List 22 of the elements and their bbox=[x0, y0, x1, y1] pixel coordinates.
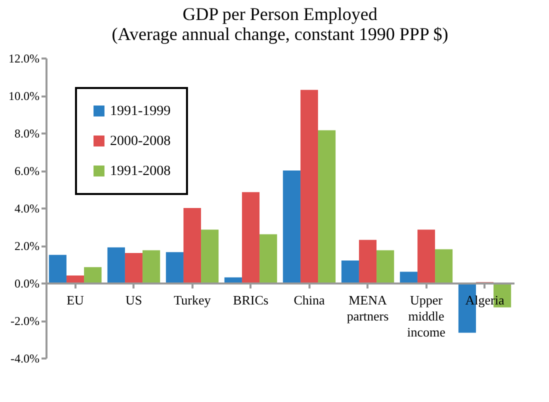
x-tick-label: MENA partners bbox=[346, 292, 389, 324]
y-tick-label: -2.0% bbox=[10, 314, 40, 328]
x-tick-label: Upper middle income bbox=[407, 292, 446, 340]
y-tick-label: 8.0% bbox=[14, 126, 40, 140]
y-tick-label: 2.0% bbox=[14, 239, 40, 253]
chart-subtitle: (Average annual change, constant 1990 PPP $) bbox=[112, 24, 448, 44]
x-tick-label: US bbox=[125, 292, 142, 308]
legend-label: 1991-1999 bbox=[110, 104, 171, 119]
y-tick-label: 0.0% bbox=[14, 276, 40, 290]
legend-label: 2000-2008 bbox=[110, 134, 171, 149]
legend-label: 1991-2008 bbox=[110, 164, 171, 179]
y-tick-label: 4.0% bbox=[14, 202, 40, 216]
y-tick-label: 12.0% bbox=[8, 52, 40, 66]
chart-title: GDP per Person Employed bbox=[182, 4, 378, 24]
y-tick-label: 6.0% bbox=[14, 164, 40, 178]
x-tick-label: Turkey bbox=[174, 292, 212, 308]
x-tick-label: BRICs bbox=[233, 292, 268, 308]
y-tick-label: 10.0% bbox=[8, 89, 40, 103]
x-tick-label: China bbox=[294, 292, 325, 308]
x-tick-label: EU bbox=[66, 292, 85, 308]
x-tick-label: Algeria bbox=[465, 292, 504, 308]
y-tick-label: -4.0% bbox=[10, 352, 40, 366]
